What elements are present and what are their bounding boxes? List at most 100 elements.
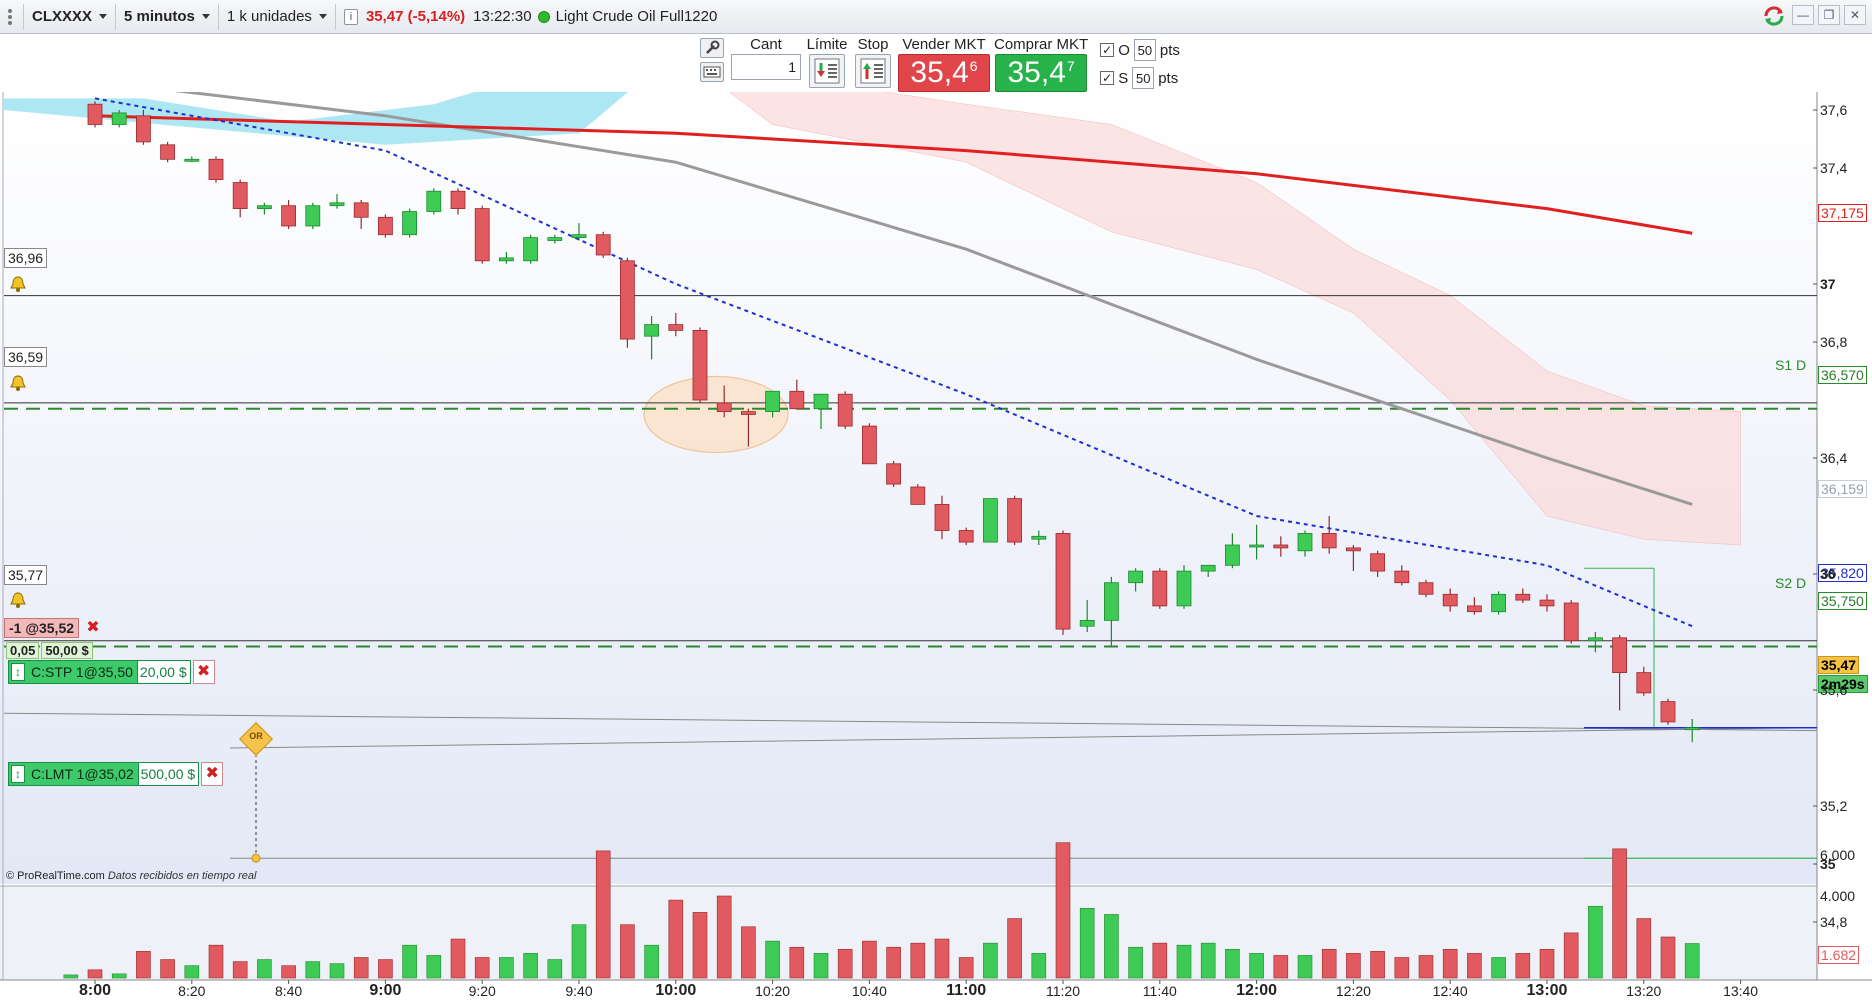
last-price-tag: 35,47 [1818,656,1860,674]
ticket-tools [700,36,726,82]
stop-checkbox[interactable]: ✓ [1100,71,1115,85]
volume-bar [1442,948,1458,979]
candle-body [1079,620,1095,627]
candle-body [111,112,127,125]
price-axis-tick: 37,4 [1820,160,1848,176]
alert-level-label[interactable]: 35,77 [4,565,48,585]
volume-bar [136,951,151,979]
volume-bar [1563,932,1579,979]
volume-bar [571,924,587,979]
candle-body [160,144,176,160]
volume-bar [184,965,200,979]
candle-body [87,103,103,125]
candle-body [523,237,538,262]
candle-body [620,260,635,340]
stop-order: ↕ C:STP 1@35,50 20,00 $ ✖ [4,660,215,684]
axis-bg [1817,92,1872,1000]
candle-body [1007,498,1022,543]
keyboard-icon[interactable] [700,62,724,82]
candle-body [910,486,926,505]
close-position-icon[interactable]: ✖ [86,619,100,636]
time-axis-tick: 10:40 [851,983,887,999]
price-chart[interactable] [0,92,1872,1000]
sell-market-button[interactable]: 35,4 6 [898,54,990,92]
oco-dot [251,853,261,863]
candle-body [1588,637,1603,642]
objective-row: ✓ O 50 pts [1100,38,1180,62]
volume-bar [474,957,490,979]
bell-icon[interactable] [8,274,28,294]
sync-icon[interactable] [1760,3,1788,29]
chart-handle[interactable] [0,3,24,30]
volume-bar [1515,953,1531,979]
buy-market-group: Comprar MKT 35,4 7 [994,36,1088,92]
credit-note: Datos recibidos en tiempo real [107,870,257,882]
candle-body [1346,547,1361,552]
units-selector[interactable]: 1 k unidades [219,3,336,30]
cancel-limit-order-icon[interactable]: ✖ [201,762,224,786]
volume-bar [111,973,127,979]
timeframe-selector[interactable]: 5 minutos [116,3,219,30]
quantity-label: Cant [750,36,782,53]
stop-s-label: S [1118,69,1129,87]
time-axis-tick: 13:40 [1723,983,1759,999]
volume-bar [765,940,780,979]
sell-price: 35,4 [910,56,969,89]
info-icon[interactable]: i [343,8,358,25]
candle-body [813,393,829,410]
sell-price-pip: 6 [969,58,978,74]
alert-level-label[interactable]: 36,96 [4,248,48,268]
volume-bar [1418,955,1434,979]
buy-price-pip: 7 [1066,58,1075,74]
limit-order-button[interactable]: Límite [806,36,848,88]
drag-handle-icon[interactable]: ↕ [11,663,25,681]
volume-bar [620,924,635,979]
bell-icon[interactable] [8,590,28,610]
countdown-tag: 2m29s [1818,675,1868,693]
stop-order-button[interactable]: Stop [852,36,894,88]
candle-body [1660,701,1676,723]
time-axis-tick: 10:00 [655,982,697,999]
volume-bar [257,959,272,979]
symbol-selector[interactable]: CLXXXX [24,3,117,30]
restore-icon[interactable]: ❐ [1818,5,1840,25]
cloud-bullish [4,92,629,145]
time-axis-tick: 8:20 [178,983,206,999]
alert-level-label[interactable]: 36,59 [4,347,48,367]
stop-order-label[interactable]: ↕ C:STP 1@35,50 [8,660,138,684]
wrench-icon[interactable] [700,38,724,58]
pnl-amount: 50,00 $ [41,642,93,659]
window-controls: — ❐ ✕ [1792,5,1866,25]
candle-body [256,205,272,209]
stop-points-input[interactable]: 50 [1132,67,1155,89]
order-ticket: Cant 1 Límite Stop Vender MKT 35,4 6 Comp… [700,36,1180,92]
points-unit: pts [1158,69,1179,87]
minimize-icon[interactable]: — [1792,5,1814,25]
candle-body [668,324,684,331]
volume-bar [1394,957,1410,979]
cancel-stop-order-icon[interactable]: ✖ [192,660,215,684]
objective-checkbox[interactable]: ✓ [1100,43,1115,57]
volume-bar [1128,946,1143,979]
quantity-input[interactable]: 1 [731,54,801,80]
bell-icon[interactable] [8,373,28,393]
volume-bar [499,957,514,979]
time-axis-tick: 11:20 [1046,983,1080,999]
ma-red-price-tag: 37,175 [1818,204,1867,222]
last-price: 35,47 (-5,14%) [365,8,466,25]
volume-bar [450,938,466,979]
quote-info: i 35,47 (-5,14%) 13:22:30 Light Crude Oi… [336,4,725,30]
candle-body [1321,532,1337,549]
objective-points-input[interactable]: 50 [1133,39,1156,61]
candle-body [135,115,151,143]
buy-market-button[interactable]: 35,4 7 [995,54,1088,92]
close-icon[interactable]: ✕ [1844,5,1866,25]
pnl-points: 0,05 [6,642,40,659]
candle-body [329,202,345,207]
candle-body [886,463,901,485]
position-label[interactable]: -1 @35,52 [4,618,80,638]
drag-handle-icon[interactable]: ↕ [11,765,25,783]
chevron-down-icon [201,14,210,19]
limit-order-label[interactable]: ↕ C:LMT 1@35,02 [8,762,139,786]
volume-bar [208,944,224,979]
